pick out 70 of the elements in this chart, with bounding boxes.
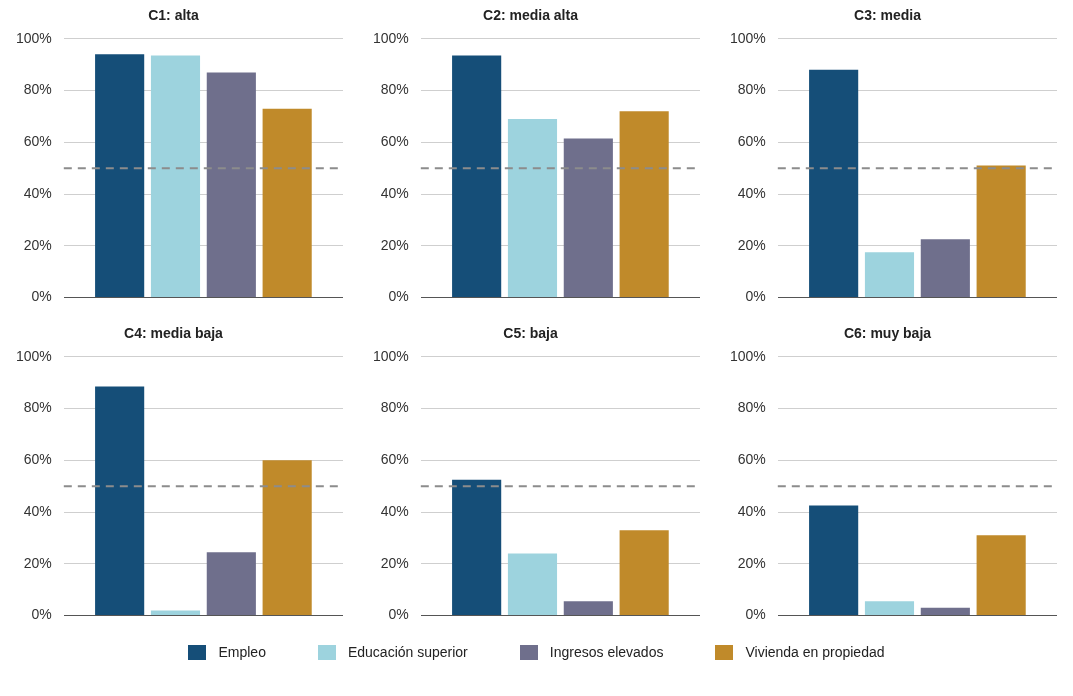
bar (809, 505, 859, 616)
y-tick-label: 40% (737, 184, 766, 201)
bar (864, 252, 915, 298)
y-tick-label: 20% (737, 236, 766, 253)
y-tick-label: 100% (729, 347, 766, 364)
y-tick-label: 80% (23, 399, 52, 416)
y-tick-label: 0% (745, 606, 766, 623)
bar (864, 601, 915, 616)
y-tick-label: 0% (745, 288, 766, 305)
bar (507, 553, 558, 616)
bar (262, 108, 312, 298)
bar (95, 386, 145, 616)
bar (563, 601, 613, 616)
legend-label: Empleo (218, 644, 266, 660)
y-tick-label: 80% (737, 81, 766, 98)
y-tick-label: 20% (380, 554, 409, 571)
bar (206, 552, 256, 616)
bar (206, 72, 256, 298)
bar (809, 69, 859, 298)
y-tick-label: 100% (372, 29, 409, 46)
bar (619, 530, 669, 616)
bar (563, 138, 613, 298)
bar (619, 111, 669, 298)
y-tick-label: 40% (23, 502, 52, 519)
y-tick-label: 60% (737, 133, 766, 150)
chart-title: C3: media (854, 7, 922, 24)
y-tick-label: 100% (15, 347, 52, 364)
bar (452, 55, 502, 298)
y-tick-label: 60% (380, 451, 409, 468)
y-tick-label: 0% (31, 606, 52, 623)
y-tick-label: 0% (388, 606, 409, 623)
y-tick-label: 100% (729, 29, 766, 46)
legend-label: Ingresos elevados (549, 644, 664, 660)
y-tick-label: 20% (380, 236, 409, 253)
y-tick-label: 0% (31, 288, 52, 305)
y-tick-label: 20% (23, 236, 52, 253)
y-tick-label: 40% (380, 184, 409, 201)
chart-title: C2: media alta (483, 7, 579, 24)
y-tick-label: 80% (737, 399, 766, 416)
bar (452, 479, 502, 616)
bar (920, 239, 970, 298)
bar (150, 55, 201, 298)
bar (920, 607, 970, 616)
chart-title: C4: media baja (124, 325, 224, 342)
y-tick-label: 20% (737, 554, 766, 571)
y-tick-label: 60% (23, 451, 52, 468)
bar (976, 535, 1026, 616)
chart-title: C6: muy baja (843, 325, 932, 342)
legend-label: Educación superior (347, 644, 468, 660)
y-tick-label: 80% (380, 81, 409, 98)
y-tick-label: 80% (23, 81, 52, 98)
chart-title: C5: baja (503, 325, 558, 342)
y-tick-label: 40% (380, 502, 409, 519)
y-tick-label: 60% (23, 133, 52, 150)
y-tick-label: 40% (737, 502, 766, 519)
y-tick-label: 40% (23, 184, 52, 201)
y-tick-label: 60% (380, 133, 409, 150)
y-tick-label: 80% (380, 399, 409, 416)
bar (95, 54, 145, 298)
legend-label: Vivienda en propiedad (745, 644, 885, 660)
bar (150, 610, 201, 616)
y-tick-label: 100% (15, 29, 52, 46)
bar (262, 460, 312, 616)
bar (507, 119, 558, 298)
y-tick-label: 60% (737, 451, 766, 468)
y-tick-label: 0% (388, 288, 409, 305)
y-tick-label: 20% (23, 554, 52, 571)
y-tick-label: 100% (372, 347, 409, 364)
bar (976, 165, 1026, 298)
chart-title: C1: alta (148, 7, 199, 24)
